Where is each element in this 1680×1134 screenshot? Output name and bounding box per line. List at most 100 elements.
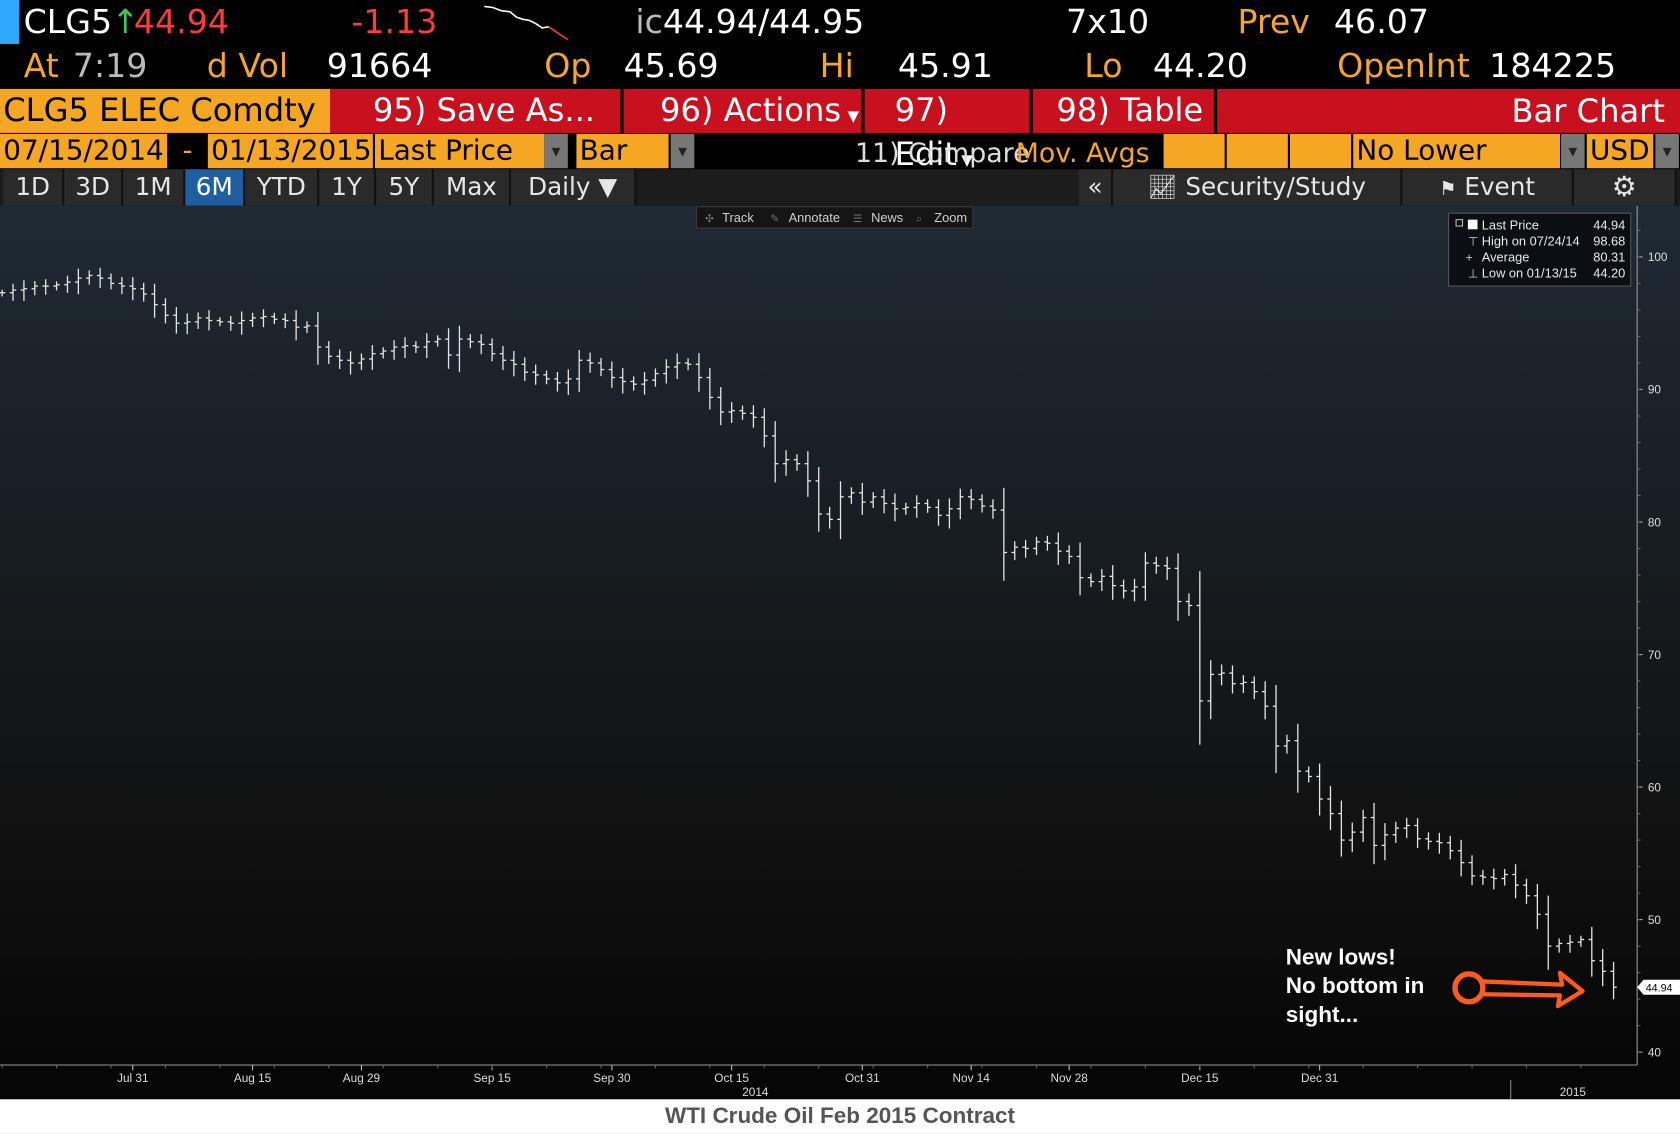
legend-toggle-icon[interactable]	[1455, 219, 1464, 227]
price-bar	[586, 352, 594, 373]
year-label: 2015	[1560, 1086, 1587, 1099]
style-dropdown-icon[interactable]: ▼	[670, 133, 695, 169]
price-bar	[1610, 961, 1617, 1000]
bid-ask-prefix: ic	[635, 3, 663, 42]
price-bar	[1436, 832, 1443, 854]
price-bar	[815, 467, 822, 532]
average-marker-icon: +	[1466, 251, 1473, 264]
open-label: Op	[544, 47, 592, 86]
currency-dropdown-icon[interactable]: ▼	[1655, 133, 1679, 169]
edit-label: 97) Edit	[894, 92, 957, 174]
y-tick-label: 80	[1648, 516, 1662, 529]
last-price: 44.94	[133, 3, 230, 42]
price-bar	[597, 357, 605, 377]
zoom-tool[interactable]: ⌕ Zoom	[916, 210, 967, 225]
currency-select[interactable]: USD	[1586, 133, 1654, 169]
track-tool[interactable]: ✣ Track	[705, 210, 754, 225]
gear-icon[interactable]: ⚙	[1573, 169, 1677, 206]
news-tool[interactable]: ☰ News	[853, 210, 903, 225]
legend-label-last: Last Price	[1482, 217, 1539, 232]
tab-3d[interactable]: 3D	[64, 169, 124, 206]
field-dropdown-icon[interactable]: ▼	[544, 133, 568, 169]
price-bar	[869, 492, 877, 509]
study-slot-2[interactable]	[1226, 133, 1288, 169]
security-study-button[interactable]: 📈︎ Security/Study	[1113, 169, 1403, 206]
tab-1m[interactable]: 1M	[123, 169, 186, 206]
style-select[interactable]: Bar	[576, 133, 669, 169]
tab-max[interactable]: Max	[433, 169, 512, 206]
table-button[interactable]: 98) Table	[1032, 88, 1218, 133]
x-tick-label: Aug 29	[343, 1072, 380, 1085]
legend-label-low: Low on 01/13/15	[1482, 266, 1577, 281]
edit-button[interactable]: 97) Edit ▼	[864, 88, 1033, 174]
ticker-symbol[interactable]: CLG5	[23, 3, 113, 42]
chart-area[interactable]: 40 50 60 70 80 90 100 44.94 Jul 31 Aug 15 Aug 29 Se…	[0, 205, 1680, 1100]
frequency-select[interactable]: Daily ▼	[511, 169, 637, 206]
price-chart[interactable]: 40 50 60 70 80 90 100 44.94 Jul 31 Aug 15 Aug 29 Se…	[0, 205, 1680, 1100]
annotate-tool[interactable]: ✎ Annotate	[770, 210, 840, 225]
price-bar	[750, 405, 757, 428]
tab-1d[interactable]: 1D	[3, 169, 65, 206]
lower-chart-select[interactable]: No Lower Chart	[1353, 133, 1561, 169]
price-bar	[652, 368, 659, 387]
price-bar	[1185, 593, 1193, 616]
mov-avgs-button[interactable]: Mov. Avgs	[1015, 137, 1150, 169]
price-bar	[793, 454, 801, 471]
start-date-field[interactable]: 07/15/2014	[0, 133, 168, 169]
event-label: Event	[1464, 173, 1536, 202]
price-bar	[1359, 809, 1367, 842]
price-bar	[663, 359, 670, 384]
price-bar	[1022, 539, 1029, 558]
price-bar	[1207, 660, 1214, 720]
end-date-field[interactable]: 01/13/2015	[207, 133, 373, 169]
price-bar	[1403, 817, 1410, 838]
price-bar	[1055, 532, 1062, 565]
price-bar	[369, 345, 376, 370]
price-bar	[358, 353, 365, 371]
price-bar	[1534, 884, 1541, 930]
price-bar	[1120, 579, 1127, 599]
x-tick-label: Sep 15	[473, 1072, 511, 1085]
price-bar	[1218, 664, 1225, 686]
price-bar	[205, 310, 213, 331]
flag-icon: ⚑	[1439, 177, 1457, 201]
price-bar	[1044, 535, 1051, 551]
price-bar	[1294, 723, 1302, 793]
price-bar	[1555, 938, 1563, 953]
tab-ytd[interactable]: YTD	[245, 169, 320, 206]
caret-down-icon: ▼	[847, 108, 860, 126]
year-label: 2014	[742, 1086, 769, 1099]
study-slot-1[interactable]	[1163, 133, 1225, 169]
event-button[interactable]: ⚑ Event	[1402, 169, 1574, 206]
study-slot-3[interactable]	[1290, 133, 1352, 169]
tab-5y[interactable]: 5Y	[376, 169, 434, 206]
x-tick-label: Oct 15	[714, 1072, 749, 1085]
price-bar	[771, 421, 779, 483]
compare-button[interactable]: 11) Compare	[855, 137, 1030, 169]
tab-6m[interactable]: 6M	[185, 169, 246, 206]
caret-down-icon: ▼	[961, 152, 973, 170]
price-bar	[880, 489, 888, 514]
arrow-right-icon	[1452, 970, 1585, 1009]
price-bar	[1098, 569, 1106, 591]
tab-1y[interactable]: 1Y	[319, 169, 377, 206]
field-select[interactable]: Last Price	[375, 133, 545, 169]
actions-button[interactable]: 96) Actions ▼	[623, 88, 865, 133]
price-bar	[608, 361, 616, 388]
security-field[interactable]: CLG5 ELEC Comdty	[0, 88, 331, 133]
price-bar	[75, 268, 82, 295]
lower-chart-dropdown-icon[interactable]: ▼	[1561, 133, 1585, 169]
price-bar	[902, 502, 910, 515]
collapse-button[interactable]: «	[1078, 169, 1114, 206]
price-bar	[761, 408, 768, 448]
price-bar	[706, 368, 714, 410]
price-bar	[162, 298, 169, 324]
footer: WTI Crude Oil Feb 2015 Contract	[0, 1099, 1680, 1134]
x-tick-label: Nov 14	[953, 1072, 991, 1085]
chart-caption: WTI Crude Oil Feb 2015 Contract	[664, 1103, 1016, 1129]
price-bar	[1338, 800, 1345, 857]
price-bar	[271, 312, 278, 325]
save-as-button[interactable]: 95) Save As...	[332, 88, 624, 133]
net-change: -1.13	[351, 3, 438, 42]
price-bar	[227, 315, 235, 331]
